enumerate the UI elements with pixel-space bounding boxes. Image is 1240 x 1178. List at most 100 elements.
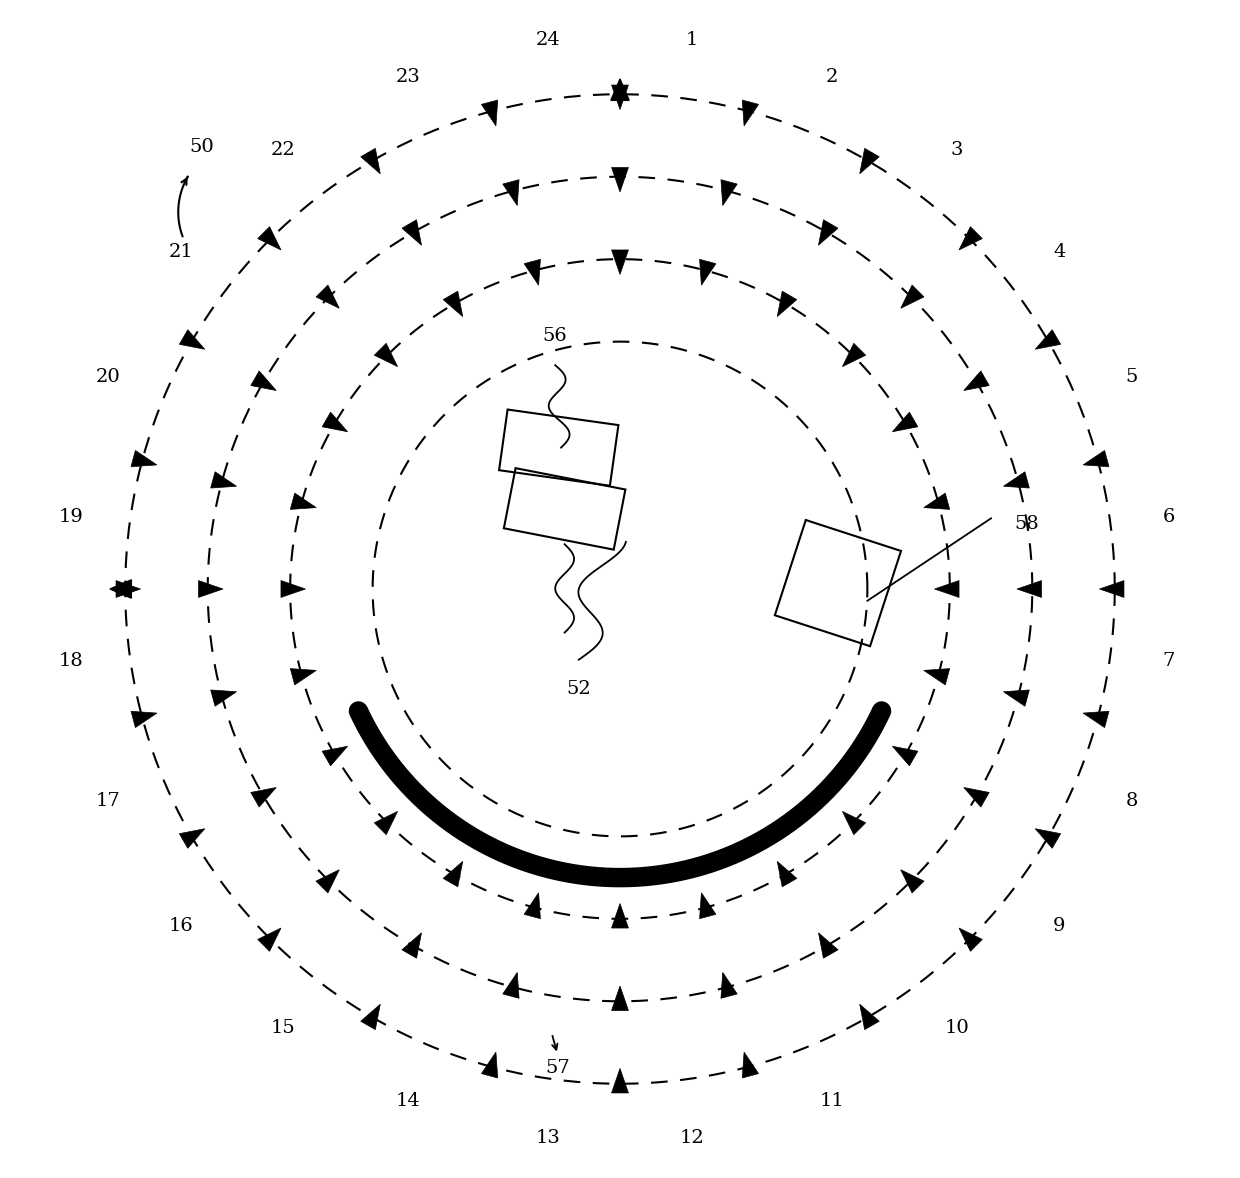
Polygon shape — [963, 371, 990, 391]
Polygon shape — [777, 861, 797, 887]
Polygon shape — [374, 812, 398, 835]
Text: 9: 9 — [1053, 916, 1065, 935]
Polygon shape — [180, 829, 205, 848]
Polygon shape — [443, 861, 463, 887]
Polygon shape — [502, 973, 520, 998]
Polygon shape — [290, 669, 316, 684]
Polygon shape — [924, 494, 950, 509]
Text: 5: 5 — [1126, 368, 1138, 386]
Text: 16: 16 — [169, 916, 193, 935]
Text: 2: 2 — [826, 68, 838, 86]
Polygon shape — [131, 450, 157, 466]
Polygon shape — [1003, 690, 1029, 707]
Polygon shape — [859, 1004, 879, 1030]
Text: 24: 24 — [536, 31, 560, 49]
Polygon shape — [361, 148, 381, 174]
Polygon shape — [361, 1004, 381, 1030]
Text: 15: 15 — [270, 1019, 295, 1038]
Polygon shape — [316, 869, 340, 893]
Polygon shape — [131, 712, 157, 728]
Polygon shape — [611, 1068, 629, 1093]
Text: 23: 23 — [396, 68, 420, 86]
Polygon shape — [699, 893, 715, 919]
Polygon shape — [502, 180, 520, 205]
Polygon shape — [777, 291, 797, 317]
Text: 10: 10 — [945, 1019, 970, 1038]
Polygon shape — [258, 928, 281, 952]
Polygon shape — [281, 581, 305, 597]
Polygon shape — [935, 581, 959, 597]
Polygon shape — [1083, 450, 1109, 466]
Polygon shape — [110, 580, 131, 598]
Polygon shape — [198, 581, 223, 597]
Polygon shape — [481, 1052, 497, 1078]
Text: 58: 58 — [1014, 515, 1039, 534]
Text: 21: 21 — [169, 243, 193, 262]
Polygon shape — [180, 330, 205, 350]
Polygon shape — [402, 933, 422, 958]
Polygon shape — [322, 412, 347, 432]
Text: 1: 1 — [686, 31, 698, 49]
Polygon shape — [374, 343, 398, 366]
Text: 50: 50 — [190, 138, 215, 157]
Polygon shape — [481, 100, 497, 126]
Polygon shape — [250, 371, 277, 391]
Polygon shape — [1035, 829, 1060, 848]
Polygon shape — [818, 933, 838, 958]
Polygon shape — [611, 167, 629, 192]
Polygon shape — [117, 581, 140, 597]
Polygon shape — [963, 787, 990, 807]
Polygon shape — [1003, 471, 1029, 488]
Polygon shape — [900, 285, 924, 309]
Polygon shape — [893, 747, 918, 766]
Polygon shape — [743, 100, 759, 126]
Polygon shape — [1035, 330, 1060, 350]
Polygon shape — [699, 259, 715, 285]
Text: 12: 12 — [680, 1129, 704, 1147]
Polygon shape — [290, 494, 316, 509]
Text: 19: 19 — [58, 508, 83, 525]
Polygon shape — [402, 220, 422, 245]
Text: 13: 13 — [536, 1129, 560, 1147]
Polygon shape — [322, 747, 347, 766]
Text: 7: 7 — [1163, 653, 1176, 670]
Text: 56: 56 — [543, 326, 568, 345]
Text: 3: 3 — [951, 140, 963, 159]
Polygon shape — [211, 471, 237, 488]
Polygon shape — [611, 986, 629, 1011]
Polygon shape — [859, 148, 879, 174]
Polygon shape — [611, 79, 629, 100]
Text: 17: 17 — [97, 792, 120, 810]
Polygon shape — [842, 812, 866, 835]
Polygon shape — [720, 973, 738, 998]
Text: 8: 8 — [1126, 792, 1138, 810]
Polygon shape — [1017, 581, 1042, 597]
Polygon shape — [250, 787, 277, 807]
Polygon shape — [1083, 712, 1109, 728]
Polygon shape — [525, 259, 541, 285]
Text: 4: 4 — [1053, 243, 1065, 262]
Polygon shape — [316, 285, 340, 309]
Text: 20: 20 — [97, 368, 120, 386]
Polygon shape — [611, 85, 629, 110]
Polygon shape — [842, 343, 866, 366]
Polygon shape — [211, 690, 237, 707]
Polygon shape — [443, 291, 463, 317]
Polygon shape — [525, 893, 541, 919]
Polygon shape — [959, 928, 982, 952]
Polygon shape — [818, 220, 838, 245]
Text: 6: 6 — [1163, 508, 1176, 525]
Text: 11: 11 — [820, 1092, 844, 1110]
Polygon shape — [900, 869, 924, 893]
Text: 57: 57 — [546, 1059, 570, 1078]
Text: 22: 22 — [270, 140, 295, 159]
Polygon shape — [258, 226, 281, 250]
Polygon shape — [893, 412, 918, 432]
Polygon shape — [924, 669, 950, 684]
Polygon shape — [1100, 581, 1123, 597]
Text: 18: 18 — [58, 653, 83, 670]
Polygon shape — [959, 226, 982, 250]
Polygon shape — [743, 1052, 759, 1078]
Polygon shape — [611, 904, 629, 928]
Text: 52: 52 — [567, 680, 591, 699]
